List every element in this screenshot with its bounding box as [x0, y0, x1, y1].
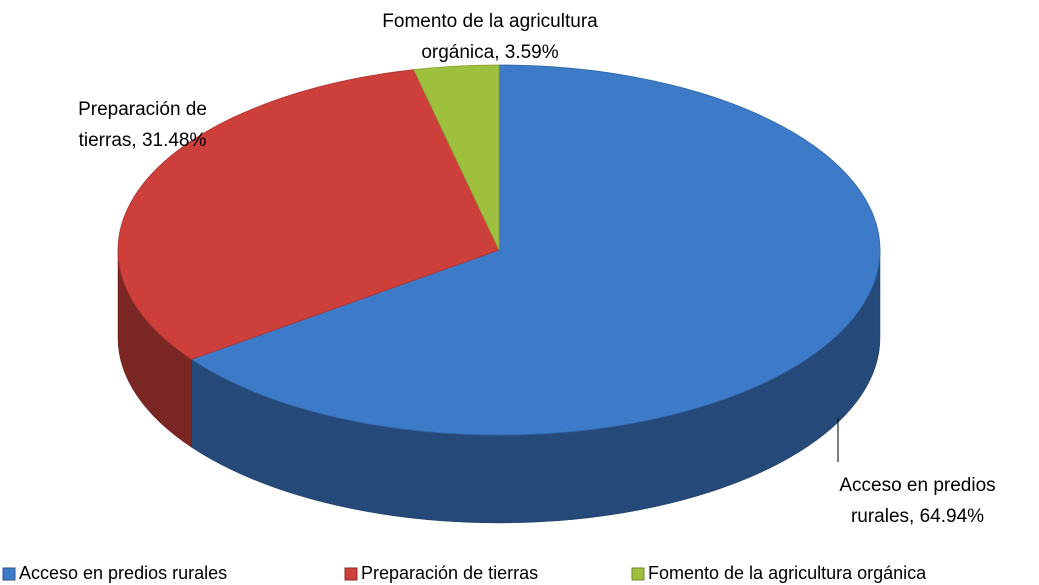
- data-label: Preparación de tierras, 31.48%: [78, 99, 207, 151]
- legend-label: Fomento de la agricultura orgánica: [648, 563, 927, 583]
- legend-label: Acceso en predios rurales: [19, 563, 227, 583]
- legend-swatch: [2, 567, 16, 581]
- legend-label: Preparación de tierras: [361, 563, 538, 583]
- data-label: Fomento de la agricultura orgánica, 3.59…: [382, 11, 598, 63]
- legend-swatch: [344, 567, 358, 581]
- slice: [117, 69, 500, 360]
- data-label: Acceso en predios rurales, 64.94%: [839, 475, 996, 527]
- legend-swatch: [631, 567, 645, 581]
- slice: [190, 64, 881, 436]
- slice: [413, 64, 500, 251]
